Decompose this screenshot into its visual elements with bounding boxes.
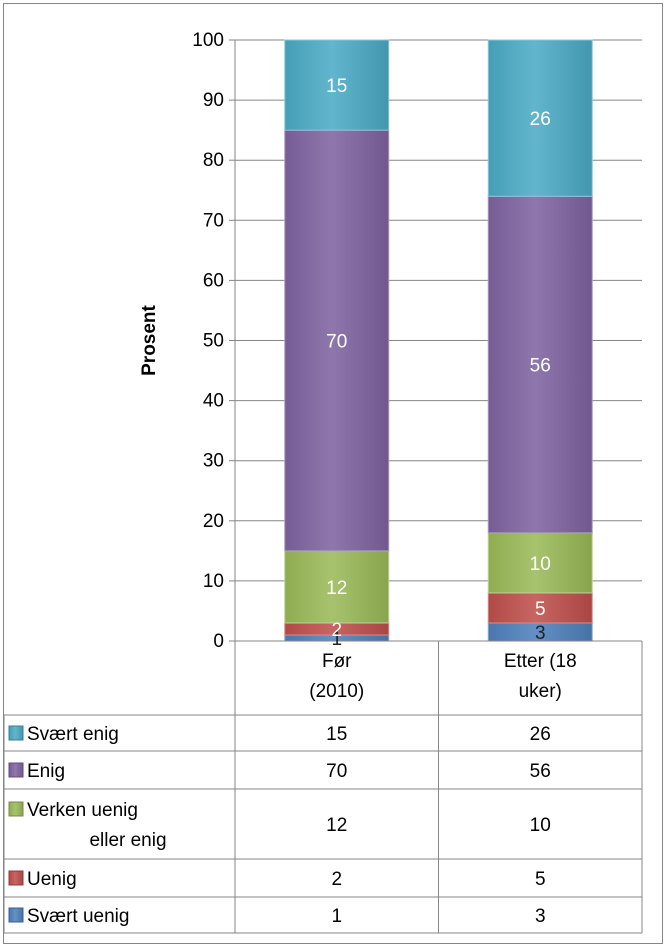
legend-label: Svært uenig xyxy=(27,906,129,927)
data-label: 3 xyxy=(535,623,546,644)
y-axis-title: Prosent xyxy=(139,304,160,375)
y-tick-label: 80 xyxy=(203,150,224,171)
legend-label: Verken uenig xyxy=(27,800,138,821)
table-cell-value: 2 xyxy=(331,869,342,890)
bar-segment-svært-enig xyxy=(487,39,593,197)
y-tick-label: 60 xyxy=(203,270,224,291)
table-cell-value: 15 xyxy=(326,724,347,745)
legend-key-svært-enig xyxy=(8,725,24,741)
data-label: 15 xyxy=(326,76,347,97)
y-tick-label: 70 xyxy=(203,210,224,231)
x-tick-label: uker) xyxy=(519,681,562,702)
data-label: 1 xyxy=(331,629,342,650)
legend-key-uenig xyxy=(8,870,24,886)
table-cell-value: 10 xyxy=(530,815,551,836)
legend-label: eller enig xyxy=(89,830,166,851)
table-cell-value: 12 xyxy=(326,815,347,836)
bar-segment-enig xyxy=(487,195,593,534)
x-tick-label: Etter (18 xyxy=(504,651,577,672)
legend-key-enig xyxy=(8,762,24,778)
table-cell-value: 56 xyxy=(530,761,551,782)
table-cell-value: 1 xyxy=(331,906,342,927)
data-label: 12 xyxy=(326,578,347,599)
legend-label: Svært enig xyxy=(27,724,119,745)
data-label: 56 xyxy=(530,356,551,377)
table-cell-value: 70 xyxy=(326,761,347,782)
y-tick-label: 100 xyxy=(192,30,224,51)
y-tick-label: 0 xyxy=(213,631,224,652)
bar-segment-enig xyxy=(284,129,390,552)
table-cell-value: 26 xyxy=(530,724,551,745)
y-tick-label: 40 xyxy=(203,391,224,412)
y-tick-label: 90 xyxy=(203,90,224,111)
legend-key-verken-uenig-eller-enig xyxy=(8,801,24,817)
data-label: 70 xyxy=(326,332,347,353)
bar-segment-svært-enig xyxy=(284,39,390,131)
data-label: 2 xyxy=(331,620,342,641)
legend-label: Enig xyxy=(27,761,65,782)
legend-key-svært-uenig xyxy=(8,907,24,923)
data-label: 26 xyxy=(530,109,551,130)
data-label: 5 xyxy=(535,599,546,620)
y-tick-label: 50 xyxy=(203,331,224,352)
x-tick-label: (2010) xyxy=(309,681,364,702)
y-tick-label: 30 xyxy=(203,451,224,472)
legend-label: Uenig xyxy=(27,869,77,890)
data-label: 10 xyxy=(530,554,551,575)
y-tick-label: 10 xyxy=(203,571,224,592)
table-cell-value: 3 xyxy=(535,906,546,927)
y-tick-label: 20 xyxy=(203,511,224,532)
bar-segment-verken-uenig-eller-enig xyxy=(487,532,593,594)
table-cell-value: 5 xyxy=(535,869,546,890)
x-tick-label: Før xyxy=(322,651,352,672)
